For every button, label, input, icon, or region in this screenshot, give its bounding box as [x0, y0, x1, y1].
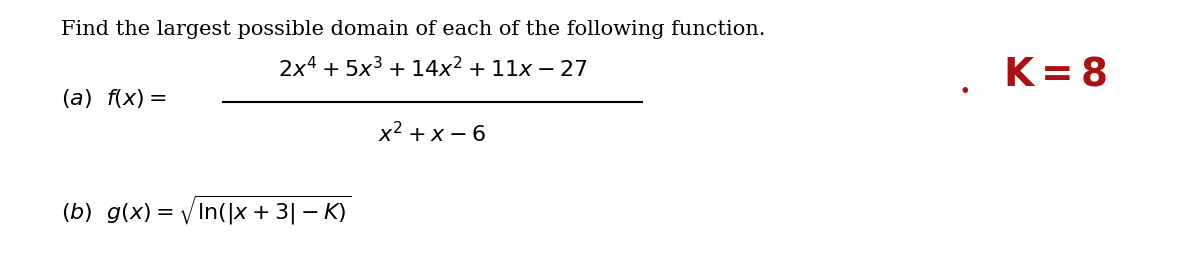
- Text: $(b)$  $g(x) = \sqrt{\ln(|x + 3| - K)}$: $(b)$ $g(x) = \sqrt{\ln(|x + 3| - K)}$: [61, 194, 352, 227]
- Text: $\mathbf{K = 8}$: $\mathbf{K = 8}$: [1003, 55, 1108, 93]
- Text: $x^2 + x - 6$: $x^2 + x - 6$: [378, 122, 486, 147]
- Text: $2x^4 + 5x^3 + 14x^2 + 11x - 27$: $2x^4 + 5x^3 + 14x^2 + 11x - 27$: [277, 57, 587, 82]
- Text: .: .: [960, 69, 971, 101]
- Text: Find the largest possible domain of each of the following function.: Find the largest possible domain of each…: [61, 20, 766, 39]
- Text: $(a)$  $f(x) =$: $(a)$ $f(x) =$: [61, 87, 167, 110]
